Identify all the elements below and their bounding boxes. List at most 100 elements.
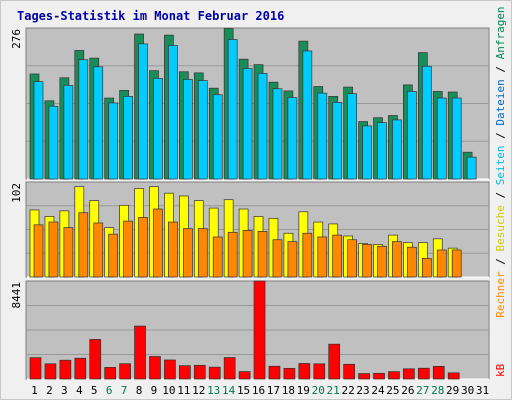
bar-besuche-day-28 — [436, 249, 447, 278]
bar-dateien-day-13 — [212, 94, 223, 180]
bar-kb-day-12 — [193, 364, 206, 380]
bar-kb-day-29 — [447, 372, 460, 380]
series-legend-vertical: kB Rechner / Besuche / Seiten / Dateien /… — [494, 6, 507, 377]
bar-kb-day-8 — [134, 325, 146, 380]
x-tick-day-2: 2 — [46, 384, 53, 397]
series-besuche — [33, 208, 462, 278]
bar-besuche-day-23 — [362, 244, 372, 278]
bar-dateien-day-15 — [242, 68, 253, 180]
bar-besuche-day-3 — [63, 227, 74, 278]
bar-kb-day-18 — [283, 367, 296, 380]
bar-dateien-day-4 — [78, 59, 89, 180]
bar-dateien-day-22 — [347, 93, 357, 180]
x-tick-day-10: 10 — [162, 384, 175, 397]
bar-besuche-day-5 — [93, 222, 104, 278]
bar-dateien-day-26 — [407, 91, 417, 180]
bar-besuche-day-7 — [123, 220, 133, 278]
bar-besuche-day-9 — [153, 208, 163, 278]
chart-panels — [25, 27, 490, 380]
x-tick-day-14: 14 — [222, 384, 236, 397]
bar-kb-day-14 — [223, 357, 236, 380]
bar-dateien-day-28 — [436, 97, 447, 180]
legend-part-7: Dateien — [494, 79, 507, 125]
bar-besuche-day-18 — [287, 241, 298, 278]
x-tick-day-23: 23 — [356, 384, 369, 397]
x-tick-day-26: 26 — [401, 384, 414, 397]
bar-besuche-day-8 — [138, 217, 148, 278]
x-tick-day-20: 20 — [312, 384, 325, 397]
bar-dateien-day-19 — [302, 50, 313, 180]
x-tick-day-4: 4 — [76, 384, 83, 397]
legend-part-0: kB — [494, 363, 507, 377]
x-tick-day-21: 21 — [327, 384, 340, 397]
bar-kb-day-1 — [29, 357, 42, 380]
x-tick-day-12: 12 — [192, 384, 205, 397]
bar-kb-day-21 — [328, 343, 341, 380]
bar-kb-day-23 — [358, 373, 370, 380]
x-tick-day-25: 25 — [386, 384, 399, 397]
x-tick-day-6: 6 — [106, 384, 113, 397]
legend-part-4: / — [494, 185, 507, 205]
bar-besuche-day-6 — [108, 233, 119, 278]
legend-part-1: Rechner — [494, 271, 507, 318]
x-tick-day-24: 24 — [371, 384, 385, 397]
series-dateien — [33, 39, 477, 180]
x-tick-day-30: 30 — [461, 384, 474, 397]
bar-besuche-day-29 — [451, 249, 462, 278]
bar-dateien-day-7 — [123, 96, 133, 180]
bar-besuche-day-16 — [257, 231, 268, 278]
x-tick-day-15: 15 — [237, 384, 250, 397]
bar-besuche-day-15 — [242, 230, 253, 278]
bar-dateien-day-11 — [183, 79, 193, 180]
bar-besuche-day-19 — [302, 232, 313, 278]
bar-kb-day-11 — [179, 365, 191, 380]
legend-part-5: Seiten — [494, 146, 507, 186]
legend-part-9: Anfragen — [494, 6, 507, 59]
x-tick-day-29: 29 — [446, 384, 459, 397]
x-tick-day-7: 7 — [121, 384, 128, 397]
y-axis-labels: 276 102 8441 — [10, 29, 23, 309]
bar-kb-day-4 — [74, 357, 87, 380]
bar-dateien-day-29 — [451, 97, 462, 180]
bar-besuche-day-11 — [183, 228, 193, 278]
bar-besuche-day-17 — [272, 239, 283, 278]
x-tick-day-27: 27 — [416, 384, 429, 397]
bar-kb-day-5 — [89, 339, 102, 380]
bar-kb-day-22 — [343, 363, 355, 380]
bar-kb-day-28 — [432, 365, 445, 380]
bar-besuche-day-12 — [197, 228, 208, 278]
bar-dateien-day-27 — [421, 65, 432, 180]
legend-part-8: / — [494, 59, 507, 79]
x-tick-day-3: 3 — [61, 384, 68, 397]
bar-dateien-day-12 — [197, 80, 208, 180]
x-tick-day-19: 19 — [297, 384, 310, 397]
x-tick-day-16: 16 — [252, 384, 265, 397]
bar-kb-day-27 — [417, 367, 430, 380]
bar-kb-day-25 — [388, 371, 400, 380]
x-tick-day-13: 13 — [207, 384, 220, 397]
x-tick-day-28: 28 — [431, 384, 444, 397]
bar-dateien-day-20 — [317, 92, 328, 180]
bar-dateien-day-17 — [272, 88, 283, 180]
x-tick-day-9: 9 — [151, 384, 158, 397]
y-max-label-top: 276 — [10, 29, 23, 49]
bar-kb-day-6 — [104, 367, 117, 380]
bar-besuche-day-20 — [317, 236, 328, 278]
bar-besuche-day-14 — [227, 231, 238, 278]
bar-dateien-day-18 — [287, 97, 298, 180]
bar-kb-day-19 — [298, 363, 311, 380]
bar-dateien-day-2 — [48, 105, 59, 180]
legend-part-6: / — [494, 126, 507, 146]
bar-besuche-day-10 — [168, 221, 178, 278]
bar-kb-day-26 — [403, 368, 415, 380]
bar-kb-day-15 — [238, 371, 251, 380]
legend-part-2: / — [494, 252, 507, 272]
bar-besuche-day-25 — [392, 241, 402, 278]
x-axis-labels: 1 2 3 4 5 6 7 8 9 10 11 12 13 14 15 16 17 18 19 20 21 22 23 24 2… — [31, 384, 489, 397]
bar-kb-day-2 — [44, 363, 57, 380]
bar-dateien-day-21 — [332, 102, 343, 180]
bar-dateien-day-16 — [257, 73, 268, 180]
x-tick-day-31: 31 — [476, 384, 489, 397]
chart-title: Tages-Statistik im Monat Februar 2016 — [17, 9, 284, 23]
